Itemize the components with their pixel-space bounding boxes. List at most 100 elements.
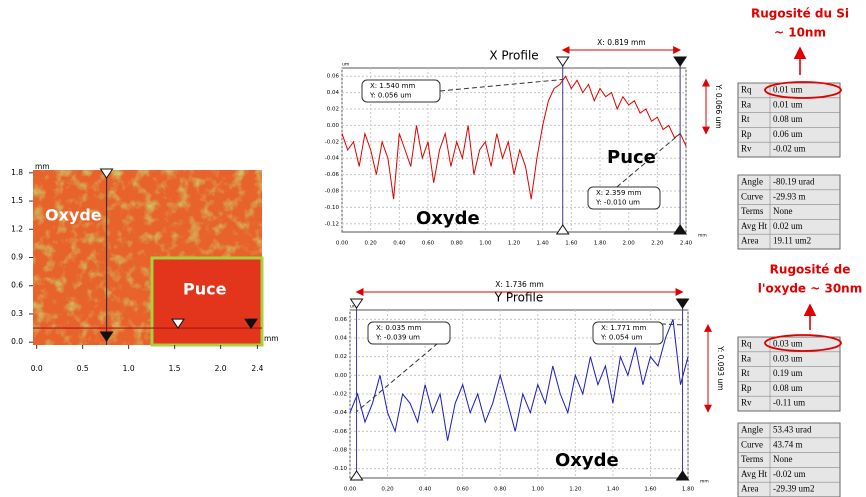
- cursor-marker: [555, 224, 570, 235]
- cursor-marker: [171, 318, 185, 329]
- y-tick-label: 0.6: [11, 281, 23, 290]
- y-tick-label: -0.04: [325, 156, 340, 162]
- table-key: Rt: [741, 114, 750, 124]
- dimension-y-label: Y: 0.066 um: [714, 83, 723, 128]
- table-value: -0.11 um: [773, 398, 805, 408]
- y-tick-label: 0.04: [327, 90, 340, 96]
- highlight-ellipse: [764, 334, 842, 352]
- table-key: Rv: [741, 398, 752, 408]
- table-value: -0.02 um: [773, 144, 806, 154]
- y-unit: um: [350, 305, 357, 310]
- x-unit: mm: [698, 234, 707, 239]
- profile-line: [349, 319, 689, 441]
- table-value: -80.19 urad: [773, 176, 815, 186]
- y-unit: mm: [35, 162, 50, 171]
- leader-line: [439, 78, 563, 92]
- dimension-x-label: X: 1.736 mm: [495, 280, 544, 289]
- table-value: 53.43 urad: [773, 424, 812, 434]
- table-key: Rq: [741, 338, 752, 348]
- y-tick-label: 0.06: [335, 317, 348, 323]
- annotation-text: X: 1.540 mm: [370, 82, 415, 90]
- cursor-marker: [673, 224, 688, 235]
- table-key: Rp: [741, 129, 752, 139]
- stats-table: Rq 0.03 um Ra 0.03 um Rt 0.19 um Rp 0.08 um Rv -0…: [737, 336, 841, 412]
- table-key: Ra: [741, 99, 751, 109]
- x-tick-label: 1.60: [565, 241, 578, 247]
- y-tick-label: -0.02: [333, 392, 347, 398]
- table-value: 19.11 um2: [773, 236, 811, 246]
- x-unit: mm: [700, 480, 709, 485]
- highlight-ellipse: [764, 81, 842, 99]
- annotation-text: X: 1.771 mm: [601, 324, 646, 332]
- cursor-marker: [349, 470, 364, 481]
- note-text: Rugosité du Si: [751, 7, 849, 21]
- y-tick-label: 0.00: [327, 123, 340, 129]
- annotation-box: [592, 321, 664, 345]
- x-tick-label: 2.0: [215, 364, 227, 373]
- annotation-box: [367, 321, 451, 345]
- table-key: Angle: [741, 424, 763, 434]
- table-key: Terms: [741, 206, 764, 216]
- table-key: Terms: [741, 454, 764, 464]
- cursor-marker: [555, 56, 570, 67]
- stats-table: Angle -80.19 urad Curve -29.93 m Terms None Av…: [737, 174, 841, 250]
- y-tick-label: 0.02: [327, 107, 339, 113]
- region-label: Puce: [183, 280, 227, 299]
- x-tick-label: 0.00: [336, 241, 349, 247]
- table-frame: [737, 82, 841, 158]
- table-key: Area: [741, 484, 759, 494]
- table-value: -0.02 um: [773, 469, 806, 479]
- chip-region: [150, 256, 264, 347]
- y-tick-label: -0.12: [325, 221, 339, 227]
- profile-line: [341, 75, 687, 200]
- x-tick-label: 0.40: [393, 241, 406, 247]
- cursor-marker: [244, 318, 258, 329]
- x-tick-label: 1.40: [537, 241, 550, 247]
- table-value: 0.19 um: [773, 368, 803, 378]
- table-key: Ra: [741, 353, 751, 363]
- chart-title: Y Profile: [494, 291, 543, 305]
- leader-line: [616, 133, 681, 188]
- y-tick-label: -0.08: [325, 189, 340, 195]
- region-label: Oxyde: [45, 206, 102, 225]
- table-value: 0.01 um: [773, 84, 803, 94]
- y-tick-label: -0.02: [325, 139, 339, 145]
- x-tick-label: 1.00: [532, 487, 545, 493]
- annotation-box: [587, 186, 661, 210]
- y-tick-label: 0.06: [327, 74, 340, 80]
- x-tick-label: 1.0: [123, 364, 135, 373]
- x-tick-label: 1.40: [607, 487, 620, 493]
- x-tick-label: 2.4: [251, 364, 263, 373]
- annotation-text: Y: -0.010 um: [595, 199, 640, 207]
- y-tick-label: -0.10: [325, 205, 340, 211]
- y-tick-label: 0.02: [335, 354, 347, 360]
- y-tick-label: -0.06: [333, 429, 348, 435]
- table-value: 43.74 m: [773, 439, 803, 449]
- y-tick-label: -0.10: [333, 466, 348, 472]
- table-key: Curve: [741, 439, 763, 449]
- x-tick-label: 1.80: [682, 487, 695, 493]
- note-text: l'oxyde ~ 30nm: [758, 282, 862, 296]
- table-value: 0.08 um: [773, 114, 803, 124]
- table-key: Area: [741, 236, 759, 246]
- x-tick-label: 0.80: [451, 241, 464, 247]
- table-value: None: [773, 454, 793, 464]
- x-tick-label: 0.60: [422, 241, 435, 247]
- table-frame: [737, 174, 841, 250]
- region-label: Oxyde: [416, 208, 480, 229]
- x-tick-label: 0.20: [365, 241, 378, 247]
- y-tick-label: 0.0: [11, 337, 23, 346]
- table-value: -29.39 um2: [773, 484, 815, 494]
- x-tick-label: 0.00: [344, 487, 357, 493]
- leader-line: [356, 332, 451, 413]
- x-tick-label: 2.20: [651, 241, 664, 247]
- stats-table: Rq 0.01 um Ra 0.01 um Rt 0.08 um Rp 0.06 um Rv -0…: [737, 82, 841, 158]
- cursor-marker: [675, 298, 690, 309]
- annotation-box: [361, 79, 441, 103]
- x-tick-label: 0.20: [381, 487, 394, 493]
- annotation-text: Y: 0.054 um: [600, 334, 643, 342]
- y-tick-label: 1.2: [11, 224, 23, 233]
- table-value: 0.03 um: [773, 338, 803, 348]
- x-tick-label: 2.40: [680, 241, 693, 247]
- table-key: Avg Ht: [741, 469, 768, 479]
